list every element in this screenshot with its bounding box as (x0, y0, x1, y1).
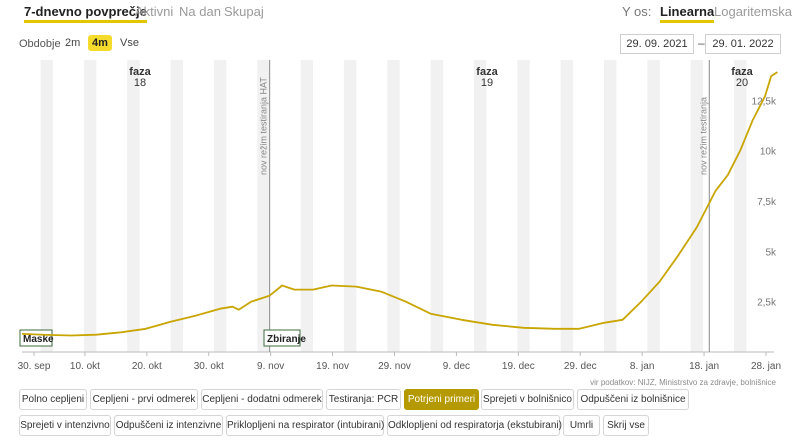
series-toggle-button[interactable]: Odpuščeni iz intenzivne (114, 415, 223, 436)
weekend-stripe (343, 60, 357, 352)
series-toggle-button[interactable]: Umrli (563, 415, 600, 436)
tab-active[interactable]: Aktivni (135, 4, 174, 19)
series-toggle-button[interactable]: Potrjeni primeri (404, 389, 479, 410)
x-tick-label: 29. nov (378, 361, 411, 372)
series-toggle-button[interactable]: Odklopljeni od respiratorja (ekstubirani… (387, 415, 562, 436)
weekend-stripe (690, 60, 704, 352)
weekend-stripe (170, 60, 183, 352)
y-tick-label: 5k (765, 247, 777, 258)
x-tick-label: 19. nov (316, 361, 349, 372)
event-label-box (263, 329, 301, 347)
weekend-stripe (127, 60, 140, 352)
y-tick-label: 12,5k (752, 96, 777, 107)
period-2m-button[interactable]: 2m (65, 37, 81, 49)
series-toggle-button[interactable]: Cepljeni - prvi odmerek (90, 389, 198, 410)
series-toggle-button[interactable]: Priklopljeni na respirator (intubirani) (226, 415, 384, 436)
series-toggle-button[interactable]: Sprejeti v intenzivno (19, 415, 111, 436)
data-source-note: vir podatkov: NIJZ, Ministrstvo za zdrav… (590, 378, 776, 387)
weekend-stripe (213, 60, 227, 352)
period-all-button[interactable]: Vse (120, 37, 139, 49)
event-marker-label: nov režim testiranja HAT (259, 77, 269, 175)
series-toggle-button[interactable]: Sprejeti v bolnišnico (481, 389, 574, 410)
y-tick-label: 7,5k (757, 197, 777, 208)
weekend-stripe (517, 60, 530, 352)
phase-number: 20 (736, 77, 748, 89)
weekend-stripe (430, 60, 444, 352)
x-tick-label: 18. jan (689, 361, 719, 372)
date-separator: – (698, 36, 705, 50)
date-from-input[interactable]: 29. 09. 2021 (620, 34, 694, 54)
y-tick-label: 10k (760, 147, 777, 158)
date-to-input[interactable]: 29. 01. 2022 (705, 34, 781, 54)
weekend-stripe (473, 60, 487, 352)
x-tick-label: 9. nov (257, 361, 284, 372)
weekend-stripe (560, 60, 574, 352)
period-label: Obdobje (19, 38, 61, 50)
weekend-stripe (734, 60, 747, 352)
x-tick-label: 30. sep (18, 361, 51, 372)
x-tick-label: 9. dec (443, 361, 470, 372)
x-tick-label: 30. okt (194, 361, 224, 372)
x-tick-label: 19. dec (502, 361, 535, 372)
x-tick-label: 20. okt (132, 361, 162, 372)
x-tick-label: 29. dec (564, 361, 597, 372)
x-tick-label: 28. jan (751, 361, 781, 372)
line-chart: nov režim testiranja HAT nov režim testir… (18, 60, 781, 372)
series-toggle-button[interactable]: Polno cepljeni (19, 389, 87, 410)
weekend-stripe (257, 60, 270, 352)
phase-number: 18 (134, 77, 146, 89)
confirmed-cases-line (21, 71, 778, 337)
series-toggle-button[interactable]: Cepljeni - dodatni odmerek (201, 389, 323, 410)
tab-7-day-average[interactable]: 7-dnevno povprečje (24, 4, 147, 23)
phase-label: faza (476, 66, 498, 78)
series-toggle-button[interactable]: Testiranja: PCR (326, 389, 401, 410)
scale-linear[interactable]: Linearna (660, 4, 715, 23)
series-toggle-button[interactable]: Odpuščeni iz bolnišnice (577, 389, 689, 410)
weekend-stripe (387, 60, 400, 352)
x-tick-label: 10. okt (70, 361, 100, 372)
y-axis-label: Y os: (622, 4, 652, 19)
weekend-stripe (300, 60, 314, 352)
event-label: Maske (23, 334, 54, 345)
series-toggle-button[interactable]: Skrij vse (603, 415, 649, 436)
weekend-stripe (647, 60, 660, 352)
tab-total[interactable]: Skupaj (224, 4, 264, 19)
period-4m-button[interactable]: 4m (88, 35, 112, 51)
event-marker-label: nov režim testiranja (698, 97, 708, 175)
x-tick-label: 8. jan (630, 361, 654, 372)
phase-label: faza (129, 66, 151, 78)
weekend-stripe (40, 60, 53, 352)
weekend-stripe (604, 60, 617, 352)
tab-per-day[interactable]: Na dan (179, 4, 221, 19)
y-tick-label: 2,5k (757, 298, 777, 309)
phase-number: 19 (481, 77, 493, 89)
phase-label: faza (731, 66, 753, 78)
weekend-stripe (83, 60, 97, 352)
event-label: Zbiranje (267, 334, 306, 345)
scale-logarithmic[interactable]: Logaritemska (714, 4, 793, 19)
